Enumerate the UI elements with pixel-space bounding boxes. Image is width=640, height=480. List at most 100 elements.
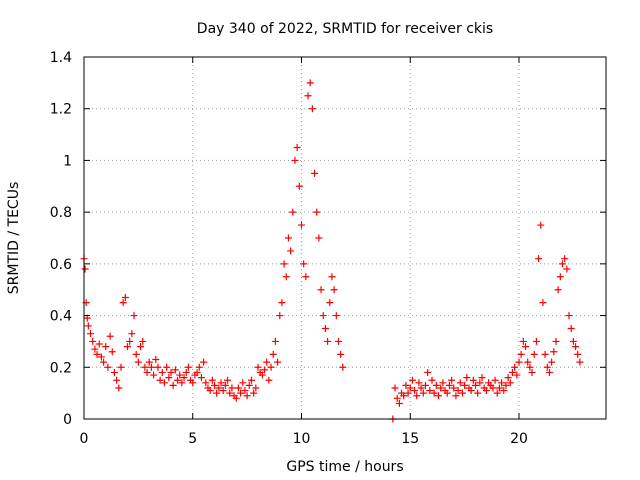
data-point [574, 350, 582, 358]
data-point [124, 343, 131, 351]
data-point [217, 379, 225, 387]
data-point [132, 350, 140, 358]
plot-frame [83, 56, 607, 420]
data-point [269, 350, 277, 358]
data-point [215, 384, 223, 392]
data-point [182, 368, 190, 376]
data-point [226, 389, 234, 397]
data-point [556, 273, 564, 281]
data-point [450, 384, 458, 392]
data-point [498, 379, 506, 387]
data-point [550, 348, 558, 356]
data-point [448, 376, 456, 384]
data-point [234, 384, 242, 392]
data-point [274, 358, 282, 366]
data-point [491, 376, 499, 384]
data-point [245, 381, 253, 389]
data-point [243, 392, 251, 400]
data-point [439, 379, 447, 387]
data-point [250, 389, 258, 397]
data-point [247, 376, 255, 384]
data-point [435, 392, 443, 400]
data-point [472, 381, 479, 389]
data-point [421, 381, 429, 389]
data-point [280, 260, 288, 268]
data-point [326, 299, 334, 307]
data-point [174, 376, 182, 384]
data-point [228, 384, 236, 392]
data-point [548, 358, 556, 366]
data-point [554, 286, 562, 294]
data-point [489, 384, 497, 392]
data-point [308, 105, 316, 113]
data-point [395, 399, 403, 407]
data-point [328, 273, 336, 281]
data-point [458, 389, 466, 397]
data-point [102, 343, 110, 351]
x-tick-label: 20 [510, 431, 528, 447]
data-point [263, 358, 271, 366]
data-point [426, 387, 434, 395]
data-point [339, 363, 347, 371]
data-point [171, 366, 179, 374]
data-point [267, 363, 275, 371]
data-point [232, 394, 240, 402]
data-point [391, 384, 399, 392]
data-point [208, 376, 216, 384]
data-point [545, 368, 553, 376]
data-point [189, 379, 197, 387]
data-point [463, 374, 471, 382]
data-point [100, 358, 108, 366]
data-point [315, 234, 323, 242]
data-point [113, 376, 121, 384]
data-point [300, 260, 308, 268]
data-point [110, 368, 118, 376]
data-point [313, 208, 321, 216]
data-point [522, 343, 530, 351]
data-point [180, 374, 188, 382]
data-point [108, 348, 116, 356]
data-point [443, 389, 451, 397]
data-points [80, 79, 584, 423]
data-point [261, 366, 269, 374]
data-point [576, 358, 584, 366]
data-point [319, 312, 327, 320]
data-point [482, 387, 490, 395]
data-point [197, 374, 205, 382]
data-point [87, 330, 95, 338]
data-point [428, 376, 436, 384]
data-point [437, 384, 445, 392]
data-point [469, 376, 477, 384]
data-point [502, 381, 510, 389]
data-point [178, 379, 186, 387]
data-point [163, 363, 171, 371]
data-point [93, 350, 101, 358]
data-point [563, 265, 571, 273]
data-point [402, 381, 410, 389]
data-point [200, 358, 208, 366]
data-point [411, 387, 419, 395]
data-point [295, 182, 303, 190]
data-point [284, 234, 292, 242]
data-point [445, 381, 453, 389]
data-point [254, 363, 262, 371]
data-point [252, 384, 260, 392]
y-axis-label: SRMTID / TECUs [6, 182, 22, 295]
data-point [195, 363, 203, 371]
data-point [130, 312, 138, 320]
data-point [160, 379, 168, 387]
data-point [552, 337, 560, 345]
data-point [432, 381, 440, 389]
data-point [393, 394, 401, 402]
data-point [193, 368, 201, 376]
y-tick-label: 0.4 [50, 309, 72, 325]
x-tick-label: 5 [188, 431, 197, 447]
data-point [321, 325, 329, 332]
data-point [258, 371, 266, 379]
data-point [532, 337, 540, 345]
data-point [337, 350, 345, 358]
x-tick-label: 10 [293, 431, 311, 447]
data-point [126, 337, 134, 345]
data-point [115, 384, 123, 392]
data-point [306, 79, 314, 87]
